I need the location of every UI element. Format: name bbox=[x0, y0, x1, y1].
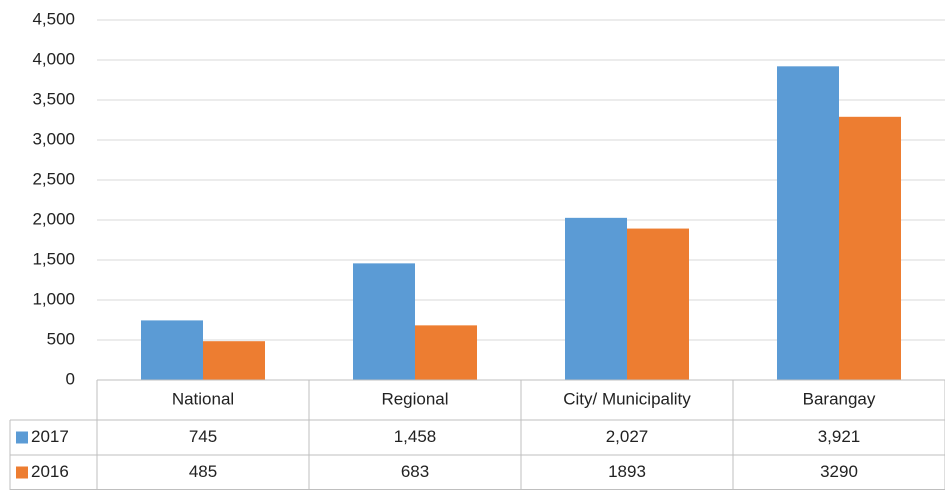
y-tick-label: 500 bbox=[47, 329, 75, 348]
x-tick-label: Regional bbox=[381, 389, 448, 408]
legend-swatch bbox=[16, 431, 28, 444]
bar bbox=[839, 116, 901, 381]
table-value: 2,027 bbox=[606, 427, 649, 446]
x-tick-label: City/ Municipality bbox=[563, 389, 691, 408]
table-value: 683 bbox=[401, 462, 429, 481]
y-tick-label: 3,000 bbox=[32, 129, 75, 148]
table-value: 3,921 bbox=[818, 427, 861, 446]
bar bbox=[777, 66, 839, 380]
legend-label: 2017 bbox=[31, 427, 69, 446]
bar bbox=[353, 263, 415, 380]
legend-label: 2016 bbox=[31, 462, 69, 481]
legend-swatch bbox=[16, 466, 28, 479]
x-tick-label: Barangay bbox=[803, 389, 876, 408]
table-value: 485 bbox=[189, 462, 217, 481]
y-tick-label: 2,000 bbox=[32, 209, 75, 228]
bar bbox=[565, 217, 627, 380]
bar bbox=[203, 341, 265, 380]
x-tick-label: National bbox=[172, 389, 234, 408]
table-value: 1,458 bbox=[394, 427, 437, 446]
table-value: 1893 bbox=[608, 462, 646, 481]
y-tick-label: 1,000 bbox=[32, 289, 75, 308]
table-value: 745 bbox=[189, 427, 217, 446]
bar bbox=[627, 228, 689, 380]
bar bbox=[141, 320, 203, 380]
y-tick-label: 0 bbox=[66, 369, 75, 388]
y-tick-label: 3,500 bbox=[32, 89, 75, 108]
bar bbox=[415, 325, 477, 380]
y-tick-label: 4,000 bbox=[32, 49, 75, 68]
y-tick-label: 1,500 bbox=[32, 249, 75, 268]
table-value: 3290 bbox=[820, 462, 858, 481]
y-tick-label: 2,500 bbox=[32, 169, 75, 188]
y-tick-label: 4,500 bbox=[32, 9, 75, 28]
